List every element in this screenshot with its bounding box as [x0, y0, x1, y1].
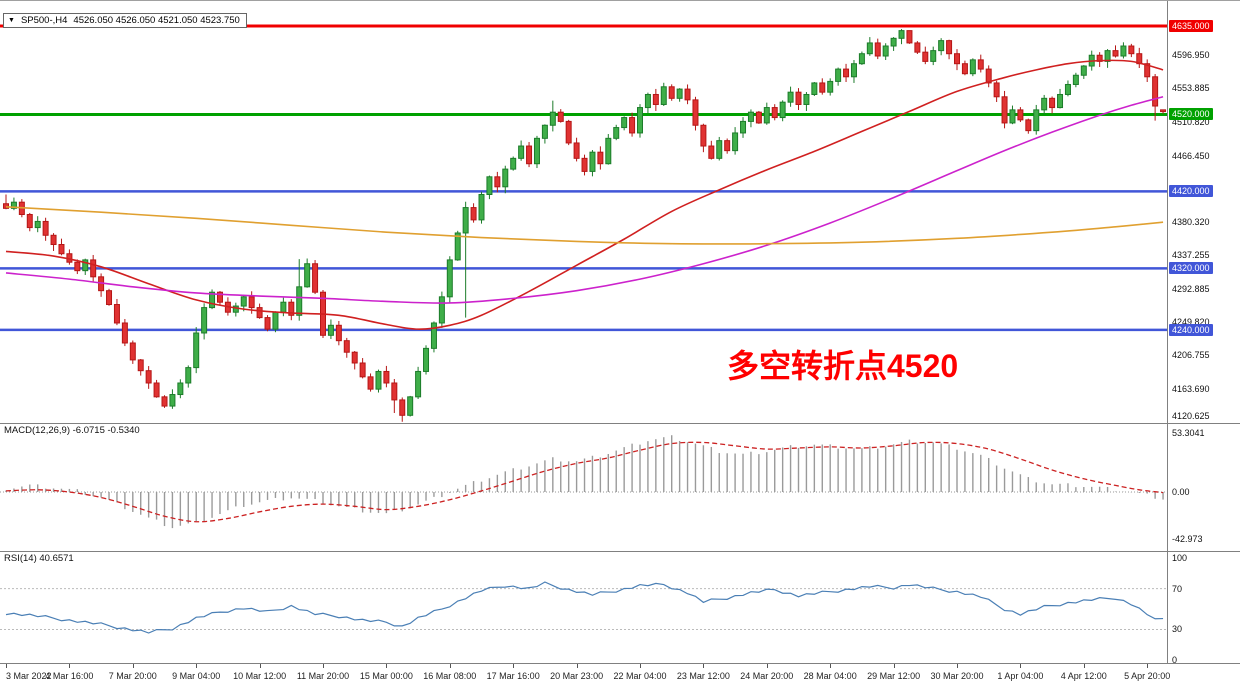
time-tick	[323, 664, 324, 668]
time-tick	[6, 664, 7, 668]
time-axis-label: 15 Mar 00:00	[359, 671, 413, 681]
time-tick	[893, 664, 895, 668]
time-axis-label: 22 Mar 04:00	[613, 671, 667, 681]
level-badge-4420.000: 4420.000	[1169, 185, 1213, 198]
time-axis-label: 3 Mar 2022	[6, 671, 52, 681]
main-chart-svg[interactable]	[0, 1, 1168, 423]
time-axis-separator	[0, 663, 1240, 664]
rsi-indicator-label: RSI(14) 40.6571	[4, 553, 74, 564]
price-axis-label: 4380.320	[1172, 216, 1210, 227]
rsi-panel-separator[interactable]	[0, 551, 1240, 552]
macd-axis-label: 0.00	[1172, 487, 1190, 497]
symbol-dropdown-icon[interactable]: ▼	[8, 16, 15, 24]
ma-line-mid-magenta	[5, 96, 1164, 304]
time-axis-label: 4 Apr 12:00	[1060, 671, 1107, 681]
time-axis-label: 5 Apr 20:00	[1124, 671, 1171, 681]
time-axis[interactable]: 3 Mar 2022 4 Mar 16:00 7 Mar 20:00 9 Mar 04…	[0, 664, 1171, 696]
price-axis-separator	[1167, 1, 1168, 663]
rsi-axis-label: 0	[1172, 655, 1178, 666]
candles-layer[interactable]	[3, 29, 1167, 422]
time-axis-label: 23 Mar 12:00	[676, 671, 730, 681]
macd-panel-separator[interactable]	[0, 423, 1240, 424]
time-axis-label: 30 Mar 20:00	[930, 671, 984, 681]
time-axis-label: 7 Mar 20:00	[108, 671, 157, 681]
macd-histogram	[5, 435, 1164, 529]
time-axis-label: 28 Mar 04:00	[803, 671, 857, 681]
macd-axis-label: 53.3041	[1172, 428, 1205, 439]
symbol-period-label: SP500-,H4	[20, 15, 68, 26]
time-axis-label: 17 Mar 16:00	[486, 671, 540, 681]
price-axis-label: 4596.950	[1172, 50, 1210, 61]
time-tick	[1147, 664, 1149, 668]
price-axis-label: 4510.820	[1172, 116, 1210, 127]
rsi-line	[5, 581, 1164, 634]
level-badge-4635.000: 4635.000	[1169, 20, 1213, 32]
price-axis-label: 4120.625	[1172, 411, 1210, 421]
price-axis-label: 4206.755	[1172, 350, 1210, 361]
ma-line-fast-red	[5, 59, 1164, 330]
time-axis-label: 16 Mar 08:00	[423, 671, 477, 681]
level-badge-4320.000: 4320.000	[1169, 262, 1213, 275]
time-tick	[1083, 664, 1085, 668]
macd-indicator-label: MACD(12,26,9) -6.0715 -0.5340	[4, 425, 140, 436]
level-badge-4240.000: 4240.000	[1169, 323, 1213, 336]
time-tick	[449, 664, 451, 668]
time-tick	[703, 664, 705, 668]
time-tick	[196, 664, 198, 668]
macd-axis-label: -42.973	[1172, 534, 1203, 545]
rsi-axis-label: 70	[1172, 583, 1183, 594]
time-axis-label: 24 Mar 20:00	[740, 671, 794, 681]
time-axis-label: 1 Apr 04:00	[997, 671, 1044, 681]
time-axis-label: 20 Mar 23:00	[550, 671, 604, 681]
time-tick	[576, 664, 578, 668]
time-tick	[1020, 664, 1022, 668]
macd-panel-svg[interactable]	[0, 423, 1168, 551]
time-axis-label: 29 Mar 12:00	[867, 671, 921, 681]
time-tick	[259, 664, 261, 668]
macd-signal-line	[5, 441, 1164, 523]
level-badge-4520.000: 4520.000	[1169, 108, 1213, 121]
price-axis-column[interactable]: 4596.950 4553.885 4510.820 4466.450 4380.320…	[1168, 1, 1240, 696]
time-tick	[132, 664, 134, 668]
time-axis-label: 4 Mar 16:00	[45, 671, 94, 681]
ohlc-values: 4526.050 4526.050 4521.050 4523.750	[73, 15, 240, 26]
time-tick	[957, 664, 958, 668]
rsi-panel-svg[interactable]	[0, 551, 1168, 663]
price-axis-label: 4292.885	[1172, 284, 1210, 295]
price-axis-label: 4337.255	[1172, 250, 1210, 261]
time-tick	[69, 664, 71, 668]
price-axis-label: 4163.690	[1172, 383, 1210, 394]
time-tick	[386, 664, 388, 668]
rsi-axis-label: 30	[1172, 624, 1183, 635]
ma-line-slow-orange	[5, 206, 1164, 245]
symbol-ohlc-box: ▼ SP500-,H4 4526.050 4526.050 4521.050 4…	[3, 13, 247, 28]
time-tick	[513, 664, 515, 668]
time-tick	[640, 664, 641, 668]
price-axis-label: 4466.450	[1172, 150, 1210, 161]
rsi-axis-label: 100	[1172, 553, 1188, 564]
price-axis-label: 4249.820	[1172, 317, 1210, 328]
time-axis-label: 11 Mar 20:00	[296, 671, 350, 681]
time-axis-label: 9 Mar 04:00	[172, 671, 221, 681]
price-axis-label: 4553.885	[1172, 83, 1210, 94]
time-tick	[830, 664, 832, 668]
chart-text-annotation[interactable]: 多空转折点4520	[727, 348, 959, 384]
time-axis-label: 10 Mar 12:00	[233, 671, 287, 681]
time-tick	[766, 664, 768, 668]
